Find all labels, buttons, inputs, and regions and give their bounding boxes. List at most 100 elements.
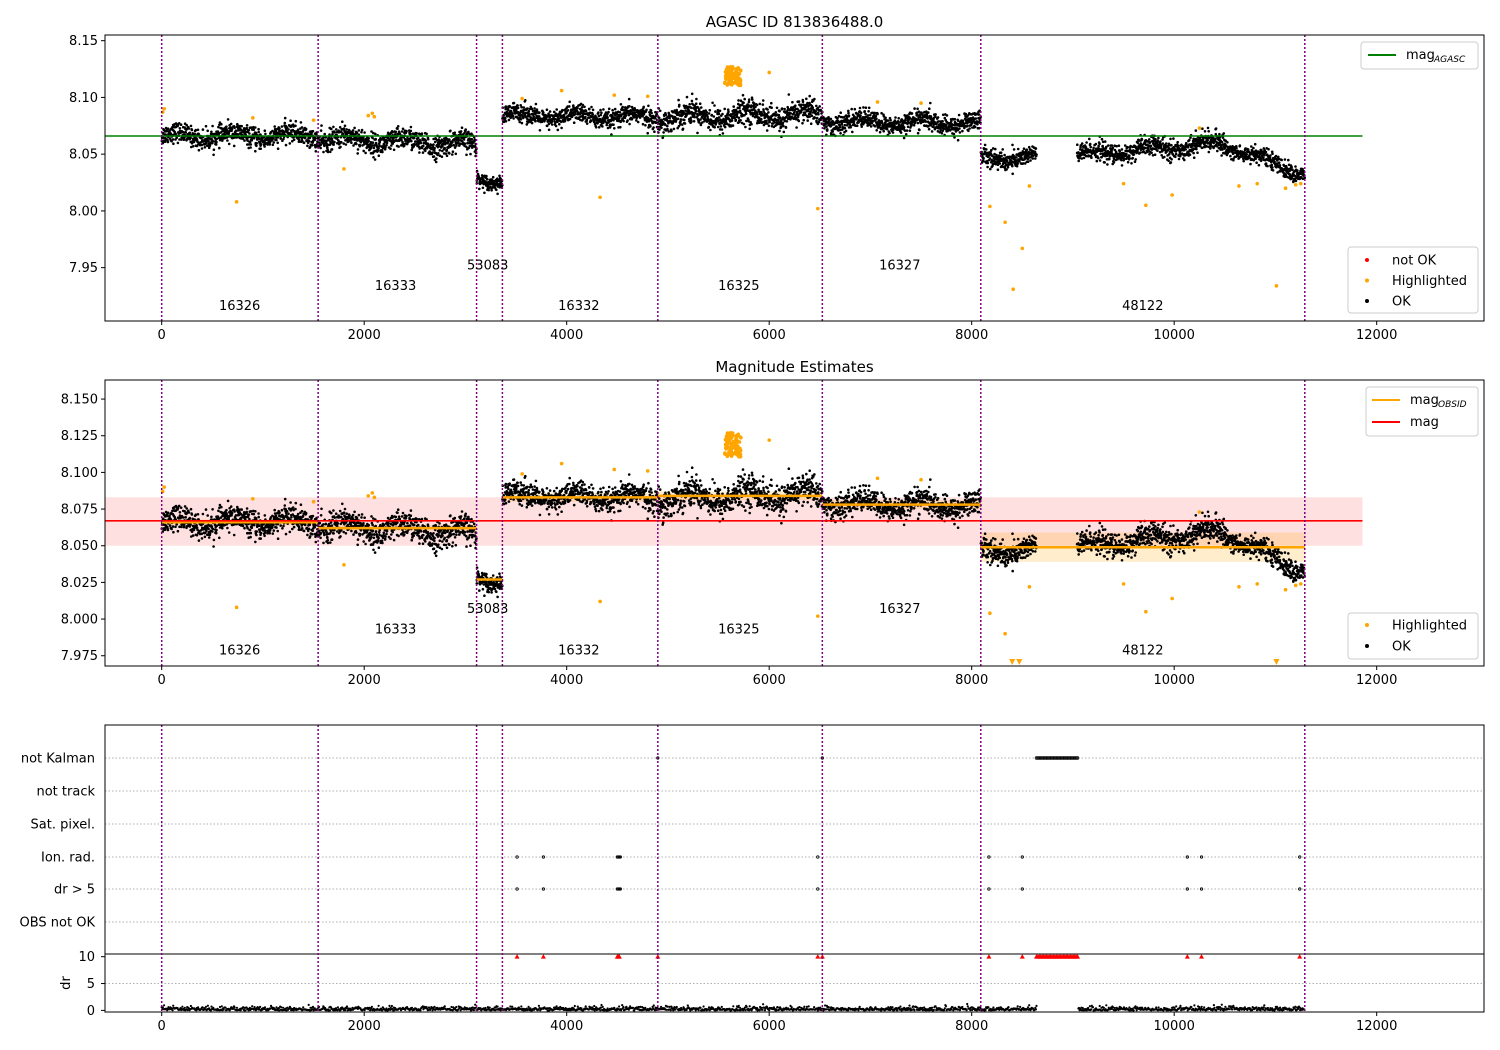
ok-point bbox=[768, 120, 771, 124]
ok-point bbox=[783, 107, 786, 111]
ok-point bbox=[797, 119, 801, 123]
ok-point bbox=[425, 132, 428, 136]
ok-point bbox=[1235, 146, 1238, 150]
ok-point bbox=[431, 151, 434, 154]
ok-point bbox=[876, 112, 879, 116]
ok-point bbox=[520, 105, 523, 109]
ok-point bbox=[415, 132, 419, 135]
ok-point bbox=[628, 122, 631, 126]
ok-point bbox=[591, 108, 595, 112]
ok-point bbox=[864, 106, 868, 109]
ok-point bbox=[272, 141, 276, 144]
ok-point bbox=[806, 119, 809, 122]
ok-point bbox=[1222, 132, 1226, 135]
ok-point bbox=[1290, 177, 1294, 180]
ok-point bbox=[1016, 162, 1019, 165]
ok-point bbox=[717, 112, 721, 116]
ok-point bbox=[778, 109, 781, 113]
ok-point bbox=[864, 112, 867, 116]
ok-point bbox=[1126, 160, 1130, 164]
ok-point bbox=[1130, 162, 1133, 165]
ok-point bbox=[234, 129, 238, 132]
ok-point bbox=[1108, 157, 1111, 161]
ok-point bbox=[377, 154, 381, 157]
ok-point bbox=[982, 156, 985, 160]
highlighted-point bbox=[366, 113, 371, 118]
ok-point bbox=[241, 137, 245, 141]
ok-point bbox=[243, 139, 246, 142]
ok-point bbox=[782, 130, 786, 134]
ok-point bbox=[166, 140, 170, 144]
ok-point bbox=[512, 117, 515, 120]
ok-point bbox=[902, 136, 906, 140]
ok-point bbox=[516, 104, 519, 107]
ok-point bbox=[950, 119, 953, 123]
ok-point bbox=[519, 118, 523, 121]
ok-point bbox=[815, 104, 818, 108]
ok-point bbox=[534, 119, 537, 123]
ok-point bbox=[179, 123, 183, 126]
ok-point bbox=[1111, 146, 1115, 150]
ok-point bbox=[884, 116, 887, 120]
ok-point bbox=[464, 128, 468, 131]
ok-point bbox=[863, 110, 866, 113]
ok-point bbox=[1229, 154, 1232, 158]
ok-point bbox=[811, 106, 815, 109]
ok-point bbox=[360, 130, 363, 134]
ok-point bbox=[384, 145, 387, 149]
ok-point bbox=[451, 150, 455, 153]
ok-point bbox=[720, 128, 724, 131]
ok-point bbox=[666, 124, 669, 128]
ok-point bbox=[504, 105, 508, 108]
ok-point bbox=[583, 105, 586, 109]
ok-point bbox=[1266, 164, 1269, 168]
ok-point bbox=[342, 142, 346, 145]
ok-point bbox=[1296, 169, 1299, 172]
ok-point bbox=[927, 124, 930, 128]
ok-point bbox=[381, 150, 384, 154]
ok-point bbox=[817, 120, 821, 124]
ok-point bbox=[1136, 141, 1140, 145]
ok-point bbox=[755, 103, 759, 107]
ok-point bbox=[1095, 159, 1099, 163]
ok-point bbox=[422, 144, 425, 148]
ok-point bbox=[927, 111, 930, 114]
ok-point bbox=[847, 114, 851, 117]
ok-point bbox=[1107, 144, 1110, 147]
highlighted-point bbox=[815, 206, 820, 211]
ok-point bbox=[839, 111, 842, 114]
ok-point bbox=[300, 126, 304, 129]
ok-point bbox=[700, 106, 703, 109]
ok-point bbox=[303, 136, 307, 140]
ok-point bbox=[357, 129, 361, 132]
ok-point bbox=[1174, 152, 1178, 156]
ok-point bbox=[744, 112, 748, 116]
ok-point bbox=[1264, 150, 1268, 154]
ok-point bbox=[1157, 136, 1160, 140]
ok-point bbox=[888, 131, 891, 135]
ok-point bbox=[744, 125, 747, 129]
ok-point bbox=[576, 106, 579, 110]
ok-point bbox=[694, 110, 698, 113]
ok-point bbox=[712, 115, 716, 118]
ok-point bbox=[649, 125, 652, 128]
ok-point bbox=[291, 139, 294, 143]
ok-point bbox=[310, 143, 314, 147]
ok-point bbox=[314, 136, 317, 140]
ok-point bbox=[232, 144, 236, 148]
ok-point bbox=[1026, 160, 1030, 163]
ok-point bbox=[487, 188, 491, 192]
ok-point bbox=[958, 131, 962, 134]
ok-point bbox=[328, 137, 332, 141]
ok-point bbox=[758, 102, 762, 106]
ok-point bbox=[441, 145, 444, 148]
ok-point bbox=[670, 129, 673, 133]
ok-point bbox=[315, 131, 318, 134]
ok-point bbox=[533, 107, 536, 110]
ok-point bbox=[1257, 163, 1261, 167]
ok-point bbox=[1029, 159, 1032, 162]
ok-point bbox=[851, 130, 854, 134]
ok-point bbox=[374, 132, 377, 136]
ok-point bbox=[913, 107, 916, 110]
ok-point bbox=[454, 152, 458, 156]
